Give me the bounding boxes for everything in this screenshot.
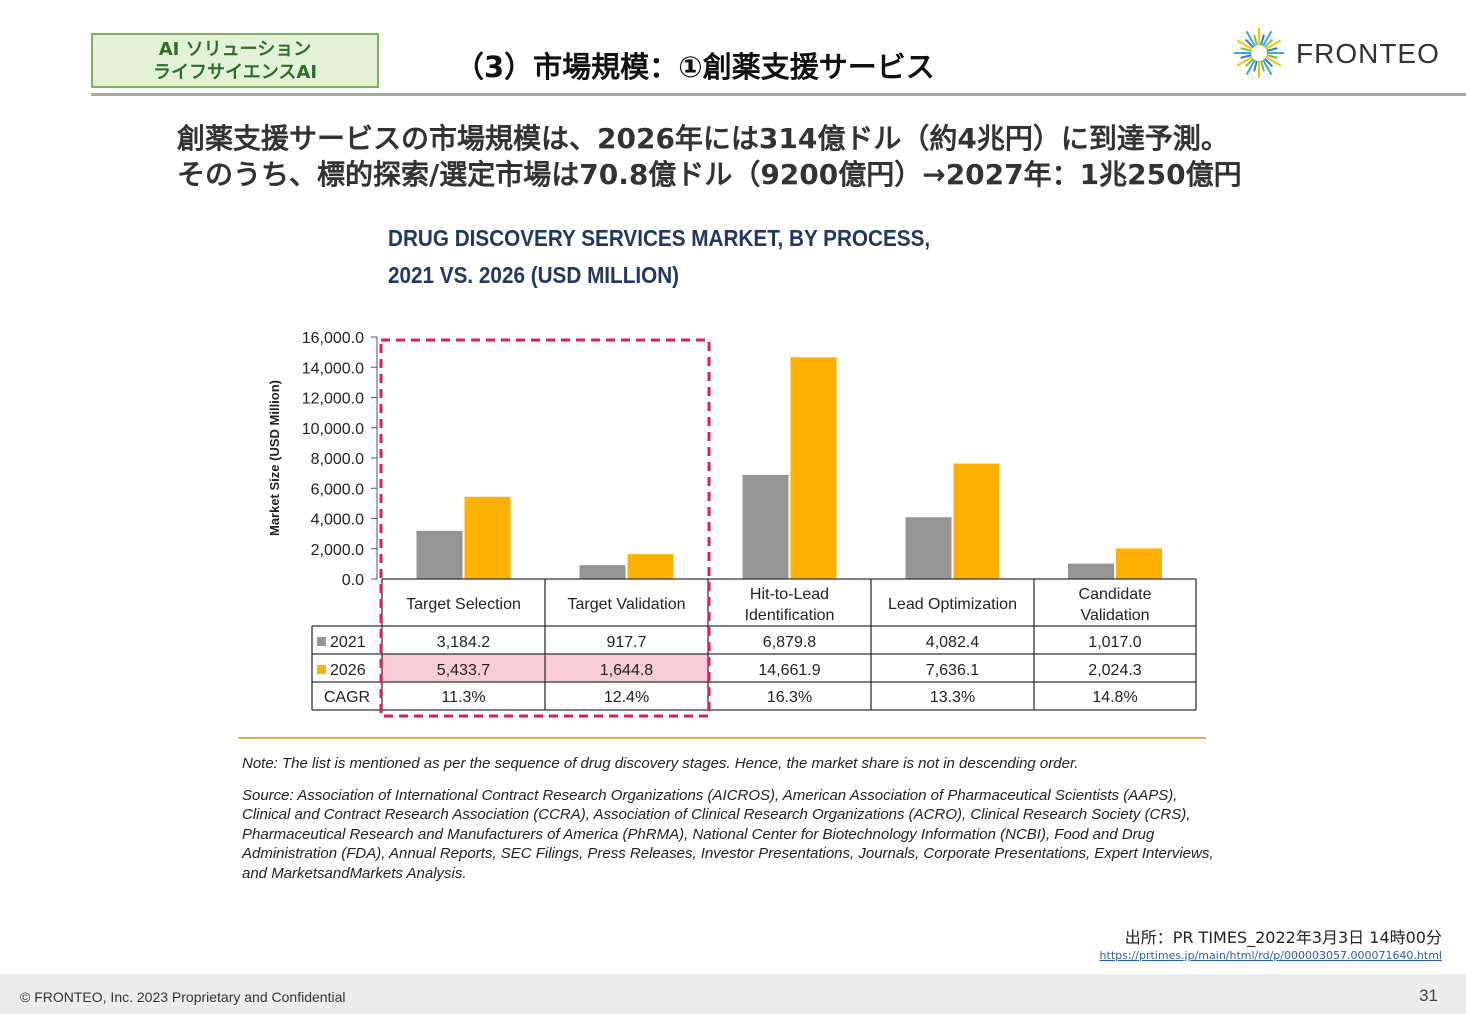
starburst-ray [1263, 57, 1274, 68]
headline-line-1: 創薬支援サービスの市場規模は、2026年には314億ドル（約4兆円）に到達予測。 [177, 122, 1229, 155]
starburst-ray [1266, 54, 1278, 59]
starburst-ray [1265, 56, 1282, 67]
y-tick-label: 2,000.0 [311, 542, 364, 559]
chart-title-line-2: 2021 VS. 2026 (USD MILLION) [388, 262, 680, 288]
legend-swatch-2026 [317, 665, 326, 674]
y-tick-label: 6,000.0 [311, 481, 364, 498]
bar-2021 [905, 517, 952, 579]
data-label-2021: 4,082.4 [926, 634, 979, 651]
legend-label-2026: 2026 [330, 662, 366, 679]
legend-label-2021: 2021 [330, 634, 366, 651]
data-label-2021: 3,184.2 [437, 634, 490, 651]
starburst-ray [1244, 38, 1255, 49]
y-tick-label: 16,000.0 [302, 330, 364, 347]
starburst-ray [1253, 34, 1258, 46]
starburst-ray [1263, 38, 1274, 49]
data-label-2021: 6,879.8 [763, 634, 816, 651]
header-divider [91, 93, 1466, 96]
fronteo-logo [1234, 28, 1284, 78]
starburst-ray [1253, 60, 1258, 72]
starburst-ray [1260, 34, 1265, 46]
bar-2021 [579, 565, 626, 579]
data-label-2021: 1,017.0 [1088, 634, 1141, 651]
copyright-text: © FRONTEO, Inc. 2023 Proprietary and Con… [20, 989, 346, 1005]
category-label: Target Selection [406, 596, 521, 613]
starburst-icon [1234, 28, 1284, 78]
bar-2021 [742, 474, 789, 579]
bar-chart: 16,000.0 14,000.0 12,000.0 10,000.0 8,000.0 6… [267, 330, 1197, 718]
y-tick-label: 4,000.0 [311, 512, 364, 529]
tag-line-2: ライフサイエンスAI [152, 62, 318, 83]
starburst-ray [1245, 59, 1256, 76]
cagr-value: 14.8% [1092, 689, 1137, 706]
citation-label: 出所：PR TIMES_2022年3月3日 14時00分 [1124, 928, 1442, 947]
bar-2026 [1116, 548, 1162, 579]
headline-line-2: そのうち、標的探索/選定市場は70.8億ドル（9200億円）→2027年：1兆2… [177, 158, 1242, 191]
starburst-ray [1244, 57, 1255, 68]
starburst-ray [1265, 39, 1282, 50]
starburst-ray [1240, 47, 1252, 52]
source-text: Source: Association of International Con… [242, 786, 1214, 882]
page-title: （3）市場規模：①創薬支援サービス [455, 50, 935, 84]
cagr-value: 13.3% [930, 689, 975, 706]
starburst-ray [1236, 39, 1253, 50]
logo-text: FRONTEO [1296, 38, 1440, 69]
chart-title-line-1: DRUG DISCOVERY SERVICES MARKET, BY PROCE… [388, 225, 931, 251]
data-label-2026: 1,644.8 [600, 662, 653, 679]
starburst-ray [1266, 47, 1278, 52]
data-label-2026: 5,433.7 [437, 662, 490, 679]
y-tick-label: 0.0 [342, 572, 364, 589]
bar-2026 [627, 554, 674, 579]
notes-divider [238, 737, 1206, 739]
bar-2026 [953, 463, 1000, 579]
data-label-2026: 7,636.1 [926, 662, 979, 679]
starburst-ray [1262, 59, 1273, 76]
cagr-value: 11.3% [441, 689, 485, 706]
category-label: Target Validation [568, 596, 686, 613]
note-text: Note: The list is mentioned as per the s… [242, 755, 1079, 772]
data-label-2021: 917.7 [606, 634, 646, 651]
y-tick-label: 8,000.0 [311, 451, 364, 468]
bar-2021 [416, 530, 463, 579]
y-tick-label: 10,000.0 [302, 421, 364, 438]
tag-line-1: AI ソリューション [158, 39, 312, 60]
data-label-2026: 14,661.9 [758, 662, 820, 679]
footer-bar: © FRONTEO, Inc. 2023 Proprietary and Con… [0, 974, 1466, 1014]
y-axis-label: Market Size (USD Million) [267, 380, 282, 536]
highlight-cell [382, 654, 545, 682]
starburst-ray [1260, 60, 1265, 72]
starburst-ray [1240, 54, 1252, 59]
starburst-ray [1245, 30, 1256, 47]
highlight-cell [545, 654, 708, 682]
y-tick-label: 12,000.0 [302, 391, 364, 408]
solution-category-tag: AI ソリューション ライフサイエンスAI [91, 33, 379, 88]
data-label-2026: 2,024.3 [1088, 662, 1141, 679]
bar-2021 [1068, 563, 1114, 579]
citation-link[interactable]: https://prtimes.jp/main/html/rd/p/000003… [1099, 949, 1442, 962]
starburst-ray [1262, 30, 1273, 47]
page-number: 31 [1419, 986, 1438, 1005]
highlight-dashed-box [379, 338, 711, 718]
legend-swatch-2021 [317, 637, 326, 646]
category-label: Candidate Validation [1079, 586, 1152, 624]
bar-2026 [464, 496, 511, 579]
notes-block: Note: The list is mentioned as per the s… [242, 754, 1217, 883]
cagr-value: 16.3% [767, 689, 812, 706]
cagr-value: 12.4% [604, 689, 649, 706]
category-label: Hit-to-Lead Identification [745, 586, 835, 624]
bar-2026 [790, 357, 837, 579]
cagr-label: CAGR [324, 689, 370, 706]
y-tick-label: 14,000.0 [302, 360, 364, 377]
starburst-ray [1236, 56, 1253, 67]
category-label: Lead Optimization [888, 596, 1017, 613]
